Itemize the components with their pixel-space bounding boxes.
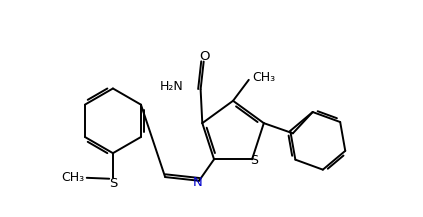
Text: CH₃: CH₃: [253, 71, 276, 84]
Text: O: O: [199, 49, 209, 62]
Text: S: S: [250, 154, 258, 167]
Text: S: S: [110, 177, 118, 190]
Text: H₂N: H₂N: [160, 80, 184, 93]
Text: CH₃: CH₃: [61, 171, 84, 184]
Text: N: N: [192, 176, 202, 189]
